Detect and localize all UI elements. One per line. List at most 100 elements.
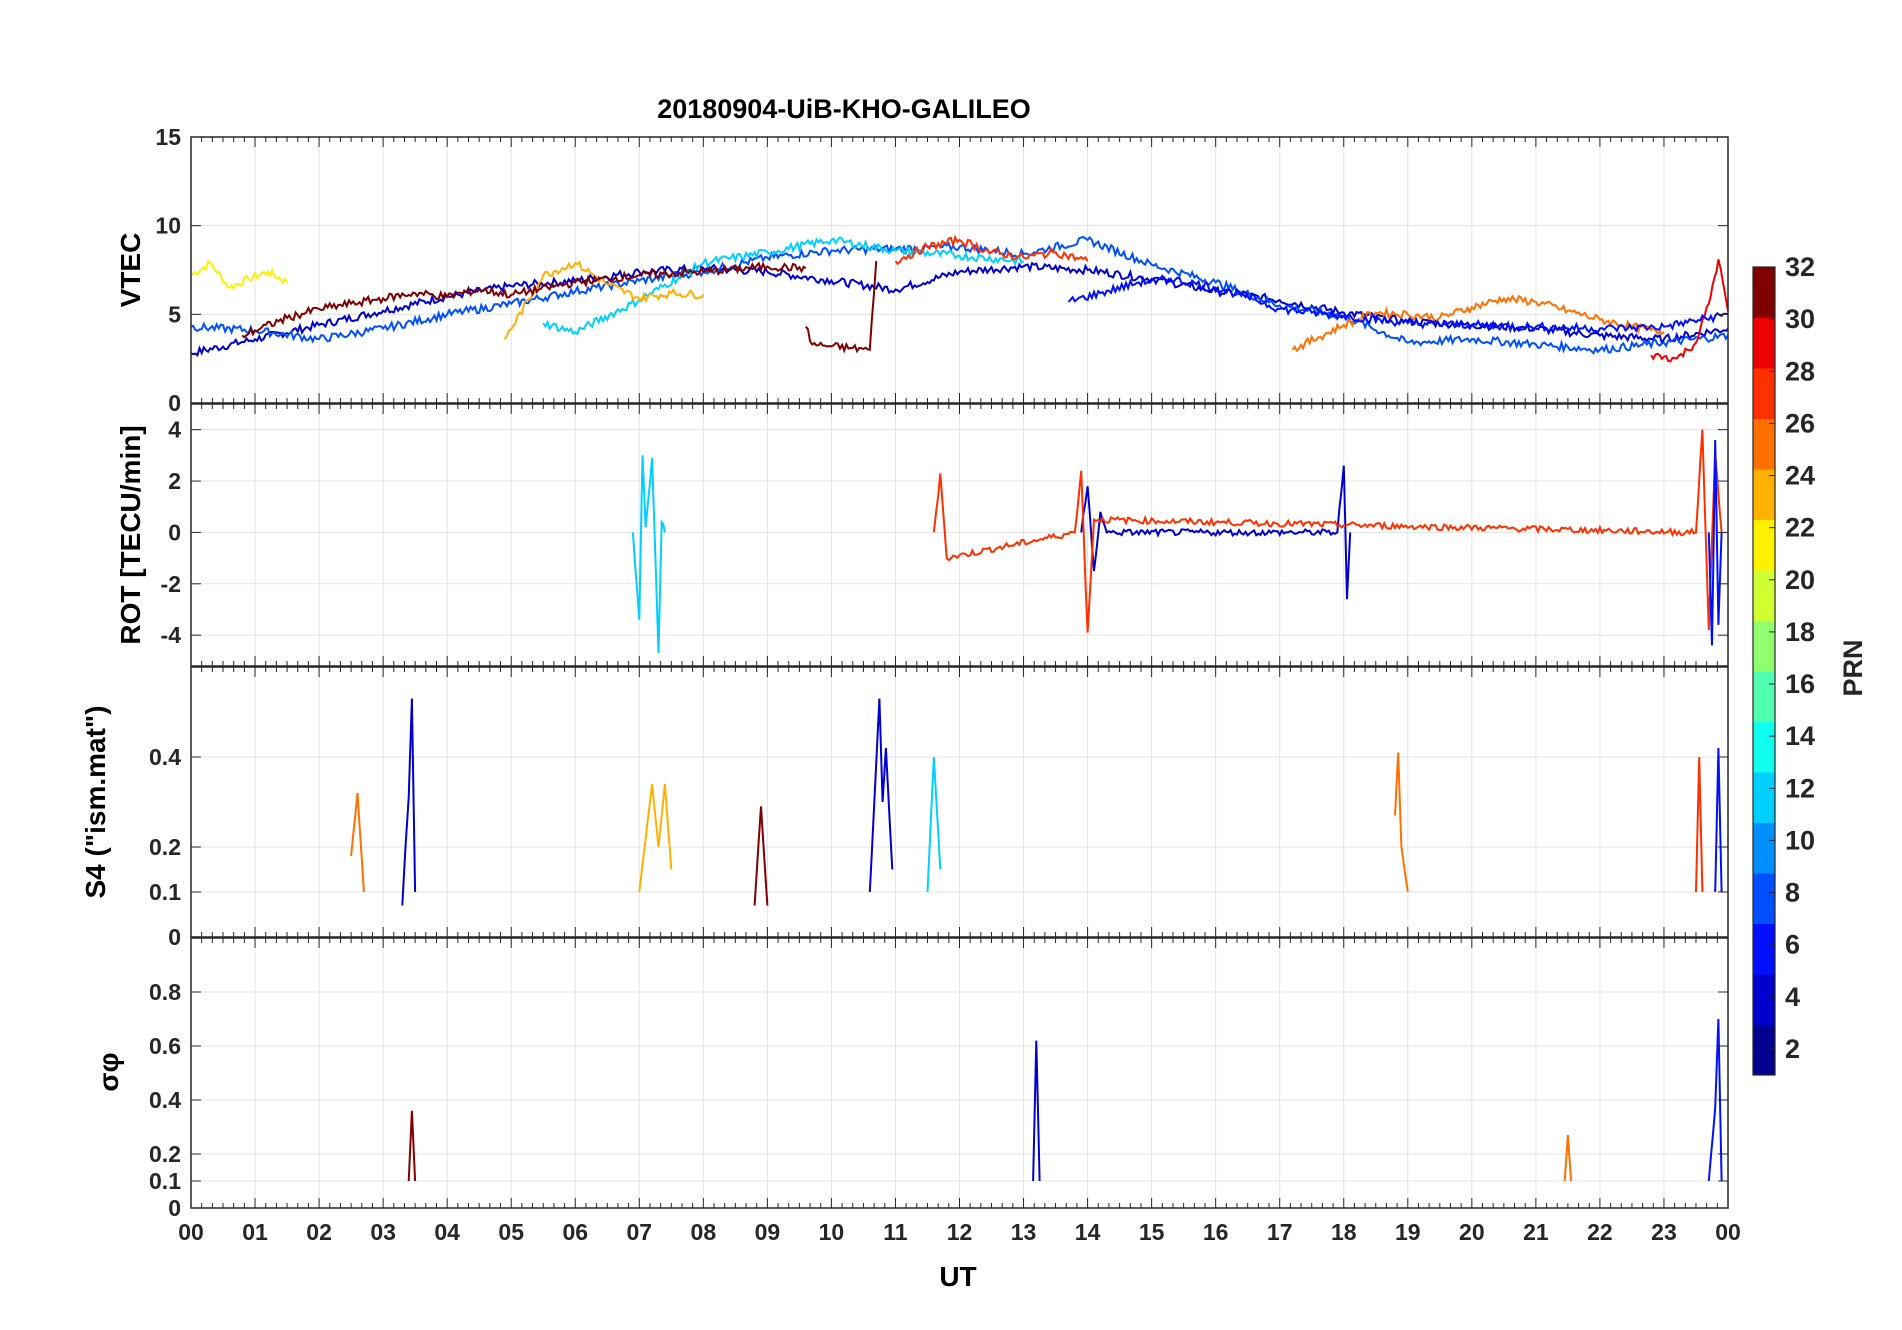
x-tick-label: 07	[626, 1219, 652, 1245]
colorbar-tick-label: 24	[1785, 461, 1815, 491]
colorbar-tick-label: 22	[1785, 513, 1815, 543]
panel-s4: 0 0.1 0.2 0.4 S4 ("ism.mat")	[80, 666, 1729, 950]
colorbar-segment	[1753, 368, 1775, 419]
series-prn-26	[350, 792, 365, 893]
series-prn-31	[805, 261, 878, 354]
x-tick-label: 06	[562, 1219, 588, 1245]
x-tick-label: 14	[1075, 1219, 1101, 1245]
colorbar-segment	[1753, 772, 1775, 823]
colorbar-tick-label: 14	[1785, 721, 1815, 751]
colorbar-frame	[1752, 266, 1776, 1076]
series-prn-24	[638, 783, 673, 893]
series-prn-21	[190, 259, 288, 291]
series-group	[350, 698, 1723, 906]
colorbar-segment	[1753, 418, 1775, 470]
colorbar-tick-label: 32	[1785, 252, 1815, 282]
x-tick-label: 10	[819, 1219, 845, 1245]
series-prn-27	[932, 429, 1723, 633]
y-axis-label: S4 ("ism.mat")	[80, 705, 111, 898]
y-tick-label: 0	[168, 390, 181, 416]
x-tick-label: 00	[1715, 1219, 1741, 1245]
x-tick-label: 09	[755, 1219, 781, 1245]
series-prn-24	[503, 260, 705, 340]
y-tick-label: -2	[161, 571, 181, 597]
y-tick-label: 10	[155, 213, 181, 239]
x-tick-label: 16	[1203, 1219, 1229, 1245]
series-prn-5	[1067, 274, 1729, 334]
x-tick-label: 05	[498, 1219, 524, 1245]
y-axis-label: σφ	[93, 1052, 124, 1091]
x-tick-label: 17	[1267, 1219, 1293, 1245]
colorbar-tick-label: 4	[1785, 982, 1800, 1012]
x-ticks	[190, 667, 1729, 938]
colorbar-tick-label: 26	[1785, 408, 1815, 438]
x-tick-label: 03	[370, 1219, 396, 1245]
colorbar-segment	[1753, 822, 1775, 874]
colorbar-segment	[1753, 620, 1775, 672]
x-tick-label: 15	[1139, 1219, 1165, 1245]
series-prn-26	[1563, 1135, 1573, 1182]
series-prn-5	[1714, 747, 1723, 893]
y-tick-label: 0	[168, 924, 181, 950]
colorbar-segment	[1753, 671, 1775, 722]
series-group	[407, 1018, 1723, 1182]
series-prn-26	[1394, 752, 1409, 893]
colorbar-tick-label: 10	[1785, 825, 1815, 855]
colorbar-label: PRN	[1838, 639, 1868, 696]
series-prn-3	[1080, 465, 1352, 600]
chart-title: 20180904-UiB-KHO-GALILEO	[657, 94, 1031, 124]
y-tick-label: 0.6	[149, 1033, 181, 1059]
series-prn-12	[631, 455, 666, 654]
colorbar-segment	[1753, 469, 1775, 520]
colorbar-segment	[1753, 1024, 1775, 1076]
colorbar-segment	[1753, 923, 1775, 975]
colorbar-tick-label: 2	[1785, 1034, 1800, 1064]
series-prn-30	[1650, 259, 1729, 363]
colorbar-segment	[1753, 721, 1775, 773]
colorbar-tick-label: 30	[1785, 304, 1815, 334]
y-tick-label: 0	[168, 1195, 181, 1221]
series-prn-3	[401, 698, 417, 906]
series-prn-3	[868, 698, 894, 893]
series-prn-5	[1707, 1018, 1723, 1182]
y-tick-label: 0	[168, 519, 181, 545]
x-ticks	[190, 404, 1729, 666]
x-tick-label: 13	[1011, 1219, 1037, 1245]
x-tick-label: 18	[1331, 1219, 1357, 1245]
colorbar-tick-label: 12	[1785, 773, 1815, 803]
y-tick-label: 2	[168, 468, 181, 494]
x-tick-label: 12	[947, 1219, 973, 1245]
colorbar-segment	[1753, 570, 1775, 621]
grid-lines	[191, 404, 1728, 666]
colorbar-segment	[1753, 974, 1775, 1025]
series-prn-8	[190, 235, 1729, 355]
y-tick-label: 4	[168, 417, 181, 443]
y-tick-label: 0.2	[149, 1141, 181, 1167]
colorbar-segment	[1753, 519, 1775, 571]
x-tick-labels: 00 01 02 03 04 05 06 07 08 09 10 11 12 13 14 15 16 17 18 19…	[178, 1219, 1741, 1245]
series-prn-26	[1291, 294, 1665, 353]
x-ticks	[190, 136, 1729, 404]
panel-sigma_phi: 00.10.2 0.4 0.6 0.8 σφ	[93, 937, 1729, 1221]
series-group	[190, 234, 1729, 363]
x-tick-label: 00	[178, 1219, 204, 1245]
series-prn-5	[1707, 439, 1723, 646]
panel-rot: -4 -2 0 2 4 ROT [TECU/min]	[115, 403, 1729, 667]
series-prn-31	[753, 806, 769, 906]
series-prn-3	[1032, 1040, 1041, 1182]
y-tick-label: 0.2	[149, 834, 181, 860]
series-prn-28	[894, 234, 1089, 266]
x-tick-label: 02	[306, 1219, 332, 1245]
series-prn-12	[542, 236, 1025, 336]
panel-vtec: 0 5 10 15 VTEC	[115, 124, 1729, 416]
colorbar-tick-label: 16	[1785, 669, 1815, 699]
colorbar-tick-label: 28	[1785, 356, 1815, 386]
y-axis-label: VTEC	[115, 233, 146, 308]
series-prn-31	[407, 1110, 417, 1182]
x-tick-label: 23	[1651, 1219, 1677, 1245]
y-tick-label: 0.8	[149, 979, 181, 1005]
y-tick-label: 0.4	[149, 1087, 181, 1113]
